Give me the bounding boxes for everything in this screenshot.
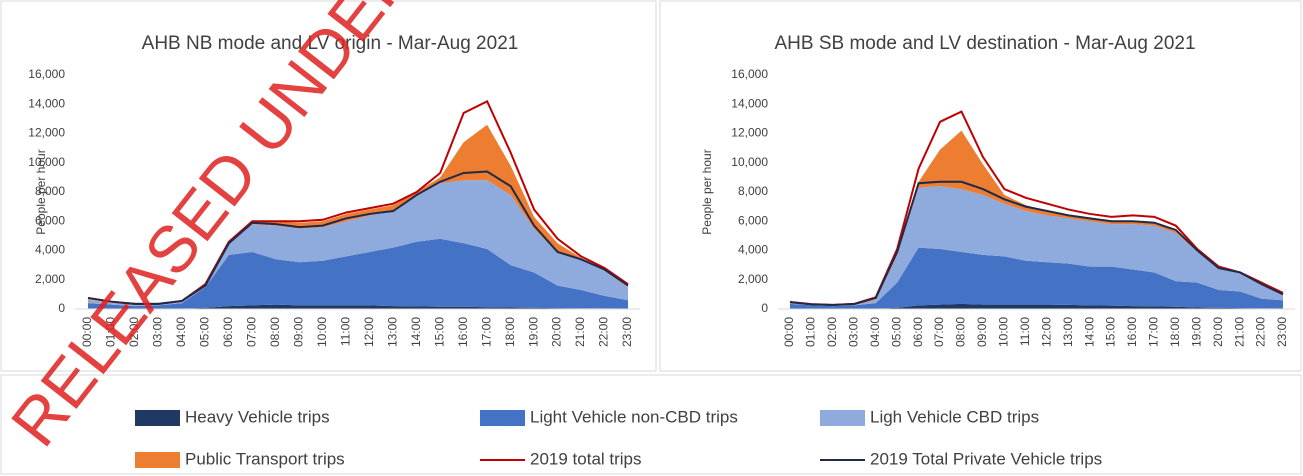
legend-swatch (135, 452, 180, 468)
x-tick-label: 03:00 (846, 317, 860, 347)
y-axis-label: People per hour (700, 149, 714, 234)
chart-title: AHB NB mode and LV origin - Mar-Aug 2021 (142, 33, 519, 54)
y-tick-label: 10,000 (28, 155, 65, 169)
y-tick-label: 12,000 (28, 126, 65, 140)
x-tick-label: 20:00 (1211, 317, 1225, 347)
x-tick-label: 21:00 (573, 317, 587, 347)
x-tick-label: 04:00 (174, 317, 188, 347)
area (88, 124, 628, 305)
panel-right (659, 0, 1302, 372)
x-tick-label: 08:00 (954, 317, 968, 347)
y-tick-label: 8,000 (35, 184, 65, 198)
x-tick-label: 16:00 (456, 317, 470, 347)
y-tick-label: 10,000 (731, 155, 768, 169)
x-tick-label: 12:00 (1039, 317, 1053, 347)
x-tick-label: 19:00 (1189, 317, 1203, 347)
y-tick-label: 6,000 (738, 213, 768, 227)
panel-left (0, 0, 657, 372)
x-tick-label: 21:00 (1232, 317, 1246, 347)
y-tick-label: 0 (761, 301, 768, 315)
x-tick-label: 07:00 (932, 317, 946, 347)
x-tick-label: 03:00 (151, 317, 165, 347)
x-tick-label: 22:00 (597, 317, 611, 347)
y-axis-label: People per hour (34, 149, 48, 234)
y-tick-label: 14,000 (731, 96, 768, 110)
legend-label: Ligh Vehicle CBD trips (870, 407, 1039, 426)
legend-panel (0, 374, 1302, 475)
y-tick-label: 6,000 (35, 213, 65, 227)
x-tick-label: 16:00 (1125, 317, 1139, 347)
x-tick-label: 05:00 (889, 317, 903, 347)
x-tick-label: 22:00 (1254, 317, 1268, 347)
x-tick-label: 10:00 (315, 317, 329, 347)
x-tick-label: 18:00 (503, 317, 517, 347)
y-tick-label: 4,000 (35, 243, 65, 257)
x-tick-label: 17:00 (1147, 317, 1161, 347)
x-tick-label: 10:00 (997, 317, 1011, 347)
x-tick-label: 15:00 (1104, 317, 1118, 347)
x-tick-label: 12:00 (362, 317, 376, 347)
x-tick-label: 14:00 (1082, 317, 1096, 347)
x-tick-label: 08:00 (268, 317, 282, 347)
line (87, 170, 629, 305)
chart-title: AHB SB mode and LV destination - Mar-Aug… (774, 33, 1195, 54)
legend-label: 2019 Total Private Vehicle trips (870, 449, 1102, 468)
legend-swatch (480, 410, 525, 426)
x-tick-label: 09:00 (975, 317, 989, 347)
x-tick-label: 15:00 (432, 317, 446, 347)
legend-label: Public Transport trips (185, 449, 345, 468)
y-tick-label: 2,000 (738, 272, 768, 286)
y-tick-label: 12,000 (731, 126, 768, 140)
y-tick-label: 8,000 (738, 184, 768, 198)
x-tick-label: 01:00 (804, 317, 818, 347)
x-tick-label: 09:00 (291, 317, 305, 347)
x-tick-label: 23:00 (1275, 317, 1289, 347)
x-tick-label: 11:00 (338, 317, 352, 346)
legend-swatch (820, 410, 865, 426)
area (88, 238, 628, 309)
x-tick-label: 02:00 (127, 317, 141, 347)
y-tick-label: 4,000 (738, 243, 768, 257)
legend-label: 2019 total trips (530, 449, 642, 468)
area (88, 180, 628, 307)
x-tick-label: 13:00 (1061, 317, 1075, 347)
legend-label: Light Vehicle non-CBD trips (530, 407, 738, 426)
x-tick-label: 07:00 (245, 317, 259, 347)
legend-label: Heavy Vehicle trips (185, 407, 330, 426)
y-tick-label: 2,000 (35, 272, 65, 286)
x-tick-label: 00:00 (782, 317, 796, 347)
x-tick-label: 05:00 (198, 317, 212, 347)
area (790, 247, 1283, 309)
x-tick-label: 23:00 (620, 317, 634, 347)
y-tick-label: 16,000 (28, 67, 65, 81)
y-tick-label: 14,000 (28, 96, 65, 110)
x-tick-label: 20:00 (550, 317, 564, 347)
x-tick-label: 00:00 (80, 317, 94, 347)
x-tick-label: 06:00 (221, 317, 235, 347)
x-tick-label: 02:00 (825, 317, 839, 347)
x-tick-label: 17:00 (479, 317, 493, 347)
x-tick-label: 13:00 (385, 317, 399, 347)
x-tick-label: 18:00 (1168, 317, 1182, 347)
x-tick-label: 04:00 (868, 317, 882, 347)
x-tick-label: 14:00 (409, 317, 423, 347)
legend-swatch (135, 410, 180, 426)
x-tick-label: 11:00 (1018, 317, 1032, 346)
x-tick-label: 06:00 (911, 317, 925, 347)
area (790, 186, 1283, 307)
y-tick-label: 16,000 (731, 67, 768, 81)
area (88, 304, 628, 309)
x-tick-label: 19:00 (526, 317, 540, 347)
area (790, 303, 1283, 309)
y-tick-label: 0 (58, 301, 65, 315)
x-tick-label: 01:00 (104, 317, 118, 347)
line (789, 180, 1284, 307)
